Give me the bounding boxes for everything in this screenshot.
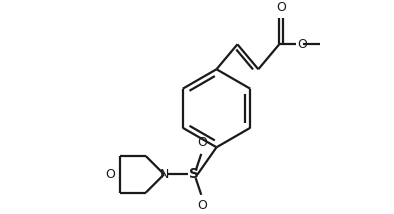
Text: O: O [276, 1, 286, 14]
Text: S: S [189, 167, 199, 181]
Text: O: O [297, 38, 307, 51]
Text: O: O [105, 168, 115, 181]
Text: O: O [197, 199, 207, 213]
Text: O: O [197, 136, 207, 149]
Text: N: N [160, 168, 169, 181]
